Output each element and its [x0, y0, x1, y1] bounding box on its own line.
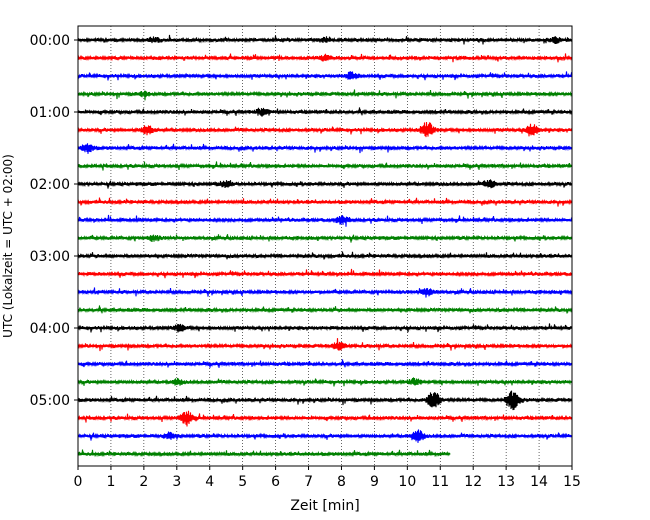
y-tick-label: 03:00	[30, 249, 70, 265]
x-tick-label: 8	[337, 474, 346, 490]
x-tick-label: 0	[74, 474, 83, 490]
x-tick-label: 14	[530, 474, 548, 490]
trace-line	[77, 268, 573, 279]
trace-line	[77, 107, 573, 117]
trace-line	[77, 161, 573, 171]
trace-line	[77, 143, 573, 154]
x-tick-label: 6	[271, 474, 280, 490]
plot-frame	[77, 25, 573, 467]
x-tick-label: 7	[304, 474, 313, 490]
trace-line	[77, 214, 573, 227]
seismic-traces	[77, 34, 573, 458]
x-tick-label: 15	[563, 474, 581, 490]
y-tick-label: 01:00	[30, 105, 70, 121]
trace-line	[77, 338, 573, 352]
x-axis-label: Zeit [min]	[290, 498, 359, 514]
trace-line	[77, 251, 573, 260]
trace-line	[77, 410, 573, 427]
x-tick-label: 9	[370, 474, 379, 490]
grid-lines	[110, 26, 540, 466]
y-tick-label: 00:00	[30, 33, 70, 49]
trace-line	[77, 377, 573, 387]
trace-line	[77, 287, 573, 298]
x-tick-label: 11	[431, 474, 449, 490]
trace-line	[77, 359, 573, 368]
trace-line	[77, 53, 573, 63]
trace-line	[77, 122, 573, 138]
y-axis-ticks: 00:00 01:00 02:00 03:00 04:00 05:00	[30, 33, 78, 409]
x-tick-label: 10	[398, 474, 416, 490]
trace-line	[77, 323, 573, 333]
trace-line	[77, 179, 573, 189]
trace-line	[77, 305, 573, 314]
x-tick-label: 1	[106, 474, 115, 490]
y-tick-label: 04:00	[30, 321, 70, 337]
trace-line	[77, 197, 573, 207]
x-tick-label: 12	[464, 474, 482, 490]
y-tick-label: 02:00	[30, 177, 70, 193]
y-axis-label: UTC (Lokalzeit = UTC + 02:00)	[1, 154, 15, 338]
trace-line	[77, 390, 573, 411]
trace-line	[77, 34, 573, 45]
trace-line	[77, 89, 573, 101]
trace-line	[77, 234, 573, 243]
x-tick-label: 2	[139, 474, 148, 490]
x-tick-label: 4	[205, 474, 214, 490]
x-axis-ticks: 0 1 2 3 4 5 6 7 8 9 10 11 12 13 14 15	[74, 466, 581, 490]
trace-line	[77, 429, 573, 443]
x-tick-label: 3	[172, 474, 181, 490]
trace-line	[77, 71, 573, 81]
y-tick-label: 05:00	[30, 393, 70, 409]
x-tick-label: 13	[497, 474, 515, 490]
x-tick-label: 5	[238, 474, 247, 490]
trace-line	[77, 449, 451, 458]
